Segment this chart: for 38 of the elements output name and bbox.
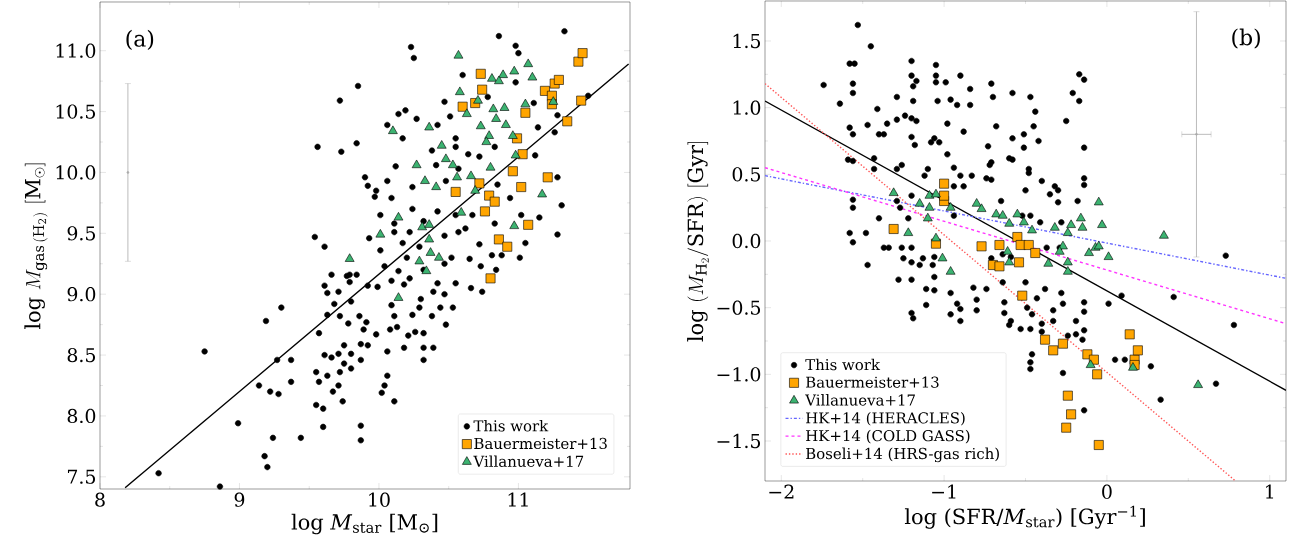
y-tick-label: 11.0 bbox=[56, 43, 96, 58]
x-tick-label: −2 bbox=[769, 484, 794, 499]
x-axis-title: log (SFR/M$_{star}$) [Gyr$^{−1}$] bbox=[904, 505, 1145, 529]
y-tick-label: 8.0 bbox=[67, 408, 96, 424]
y-tick-label: 10.0 bbox=[56, 165, 96, 180]
x-tick-label: −1 bbox=[932, 484, 956, 499]
x-axis-title: log M$_{star}$ [M$_{⊙}$] bbox=[291, 513, 438, 535]
x-tick-label: 8 bbox=[95, 492, 105, 507]
legend-label: Boseli+14 (HRS-gas rich) bbox=[806, 447, 999, 463]
x-tick-label: 11 bbox=[508, 492, 528, 507]
y-tick-label: 8.5 bbox=[67, 347, 96, 363]
legend-label: Bauermeister+13 bbox=[806, 376, 939, 388]
annotation: (a) bbox=[126, 29, 154, 50]
y-tick-label: −0.5 bbox=[717, 300, 761, 315]
legend-label: Villanueva+17 bbox=[805, 394, 915, 406]
y-axis-title: $\mathrm{log}\ M_{\mathrm{gas\,(H_2)}}\ [\mathrm{M}_\odot]$ bbox=[24, 163, 48, 330]
x-tick-label: 1 bbox=[1266, 484, 1274, 499]
x-tick-label: 10 bbox=[369, 492, 390, 507]
y-axis-title: $\mathrm{log}\ (M_{\mathrm{H}_2}/\mathrm{SFR})\ [\mathrm{Gyr}]$ bbox=[687, 142, 709, 342]
x-tick-label: 9 bbox=[234, 492, 245, 507]
legend-label: HK+14 (HERACLES) bbox=[806, 411, 965, 426]
legend-label: HK+14 (COLD GASS) bbox=[806, 429, 970, 444]
y-tick-label: 1.0 bbox=[733, 100, 761, 115]
y-tick-label: 0.5 bbox=[732, 167, 761, 182]
y-tick-label: −1.0 bbox=[717, 367, 761, 382]
legend-label: Villanueva+17 bbox=[473, 455, 584, 467]
y-tick-label: 9.0 bbox=[67, 287, 96, 302]
x-tick-label: 0 bbox=[1102, 484, 1112, 499]
legend-label: This work bbox=[805, 358, 881, 371]
legend-label: This work bbox=[473, 419, 549, 432]
y-tick-label: 1.5 bbox=[733, 33, 761, 49]
y-tick-label: 9.5 bbox=[67, 226, 96, 241]
y-tick-label: 10.5 bbox=[56, 104, 96, 119]
y-tick-label: 7.5 bbox=[67, 469, 96, 484]
y-tick-label: −1.5 bbox=[717, 433, 761, 449]
annotation: (b) bbox=[1232, 28, 1260, 49]
legend-label: Bauermeister+13 bbox=[474, 437, 607, 450]
y-tick-label: 0.0 bbox=[732, 233, 761, 249]
